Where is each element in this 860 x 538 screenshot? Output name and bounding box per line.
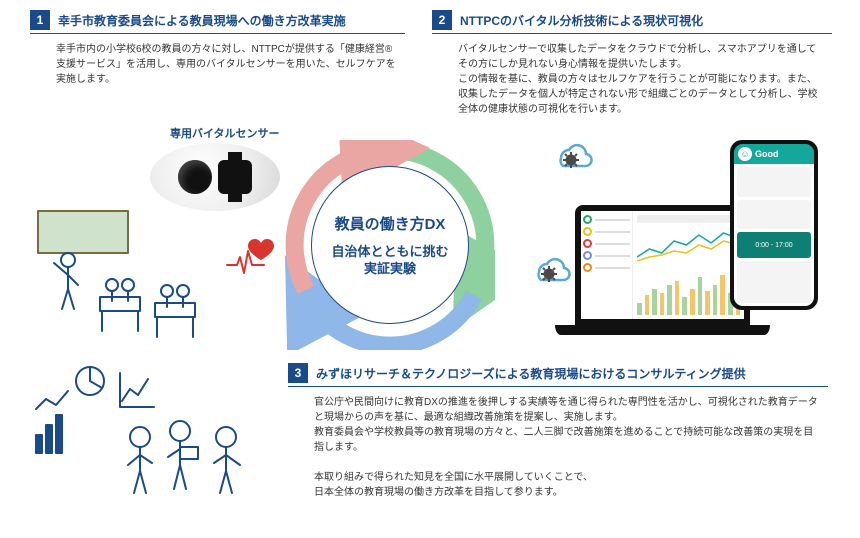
phone-card	[737, 261, 811, 303]
donut-icon	[583, 215, 592, 224]
laptop-line-chart	[637, 227, 740, 267]
cycle-line1: 教員の働き方DX	[335, 213, 446, 234]
laptop-screen	[581, 211, 744, 319]
section-3-title: みずほリサーチ＆テクノロジーズによる教育現場におけるコンサルティング提供	[316, 365, 746, 382]
mini-bar	[652, 289, 657, 315]
phone-body: 0:00 - 17:00	[734, 164, 814, 306]
laptop-sidebar-row	[583, 263, 630, 272]
section-3-number: 3	[288, 363, 308, 383]
laptop-sidebar	[581, 211, 633, 319]
cycle-diagram: 教員の働き方DX 自治体とともに挑む 実証実験	[285, 140, 495, 350]
phone-time-card: 0:00 - 17:00	[737, 232, 811, 258]
laptop-sidebar-row	[583, 227, 630, 236]
mini-bar	[720, 275, 725, 315]
section-1-body: 幸手市内の小学校6校の教員の方々に対し、NTTPCが提供する「健康経営®支援サー…	[30, 34, 405, 87]
laptop-sidebar-row	[583, 251, 630, 260]
donut-icon	[583, 227, 592, 236]
section-1-title: 幸手市教育委員会による教員現場への働き方改革実施	[58, 12, 346, 29]
mini-bar	[705, 291, 710, 315]
section-2-body: バイタルセンサーで収集したデータをクラウドで分析し、スマホアプリを通してその方に…	[432, 34, 832, 117]
phone-card	[737, 200, 811, 230]
cycle-center: 教員の働き方DX 自治体とともに挑む 実証実験	[311, 166, 469, 324]
laptop-sidebar-row	[583, 239, 630, 248]
mini-bar	[690, 289, 695, 315]
cycle-line2: 自治体とともに挑む 実証実験	[331, 244, 448, 277]
sidebar-bar	[595, 231, 630, 233]
phone-header: ☺ Good	[734, 144, 814, 164]
cloud-icon	[549, 138, 593, 174]
ring-sensor-icon	[178, 160, 212, 194]
mini-bar	[637, 303, 642, 315]
section-1-header: 1 幸手市教育委員会による教員現場への働き方改革実施	[30, 10, 405, 34]
section-2-title: NTTPCのバイタル分析技術による現状可視化	[460, 12, 703, 29]
donut-icon	[583, 263, 592, 272]
watch-sensor-icon	[218, 160, 252, 194]
mini-bar	[698, 277, 703, 315]
sidebar-bar	[595, 219, 630, 221]
section-3: 3 みずほリサーチ＆テクノロジーズによる教育現場におけるコンサルティング提供 官…	[288, 363, 828, 500]
sidebar-bar	[595, 267, 630, 269]
mini-bar	[713, 285, 718, 315]
mini-bar	[660, 293, 665, 315]
section-2-number: 2	[432, 10, 452, 30]
section-3-body: 官公庁や民間向けに教育DXの推進を後押しする実績等を通じ得られた専門性を活かし、…	[288, 387, 828, 500]
illustration-dashboard: ☺ Good 0:00 - 17:00	[555, 140, 840, 350]
laptop-base	[555, 325, 770, 335]
section-2: 2 NTTPCのバイタル分析技術による現状可視化 バイタルセンサーで収集したデー…	[432, 10, 832, 117]
sensor-devices	[150, 143, 280, 211]
phone-card	[737, 167, 811, 197]
illustration-consulting	[30, 365, 280, 515]
illustration-classroom: 専用バイタルセンサー	[30, 125, 310, 355]
section-1: 1 幸手市教育委員会による教員現場への働き方改革実施 幸手市内の小学校6校の教員…	[30, 10, 405, 87]
section-2-header: 2 NTTPCのバイタル分析技術による現状可視化	[432, 10, 832, 34]
sensor-label: 専用バイタルセンサー	[170, 125, 280, 141]
mini-bar	[667, 285, 672, 315]
sidebar-bar	[595, 243, 630, 245]
phone-mock: ☺ Good 0:00 - 17:00	[730, 140, 818, 310]
donut-icon	[583, 251, 592, 260]
section-3-header: 3 みずほリサーチ＆テクノロジーズによる教育現場におけるコンサルティング提供	[288, 363, 828, 387]
laptop-sidebar-row	[583, 215, 630, 224]
mini-bar	[675, 281, 680, 315]
section-1-number: 1	[30, 10, 50, 30]
mini-bar	[682, 297, 687, 315]
avatar-icon: ☺	[738, 147, 752, 161]
phone-screen: ☺ Good 0:00 - 17:00	[734, 144, 814, 306]
sidebar-bar	[595, 255, 630, 257]
cloud-icon	[527, 252, 571, 288]
laptop-main	[633, 211, 744, 319]
laptop-bar-chart	[637, 270, 740, 315]
donut-icon	[583, 239, 592, 248]
heartbeat-icon	[225, 235, 281, 280]
mini-bar	[645, 295, 650, 315]
phone-status-badge: Good	[755, 149, 779, 159]
laptop-mock	[575, 205, 750, 325]
